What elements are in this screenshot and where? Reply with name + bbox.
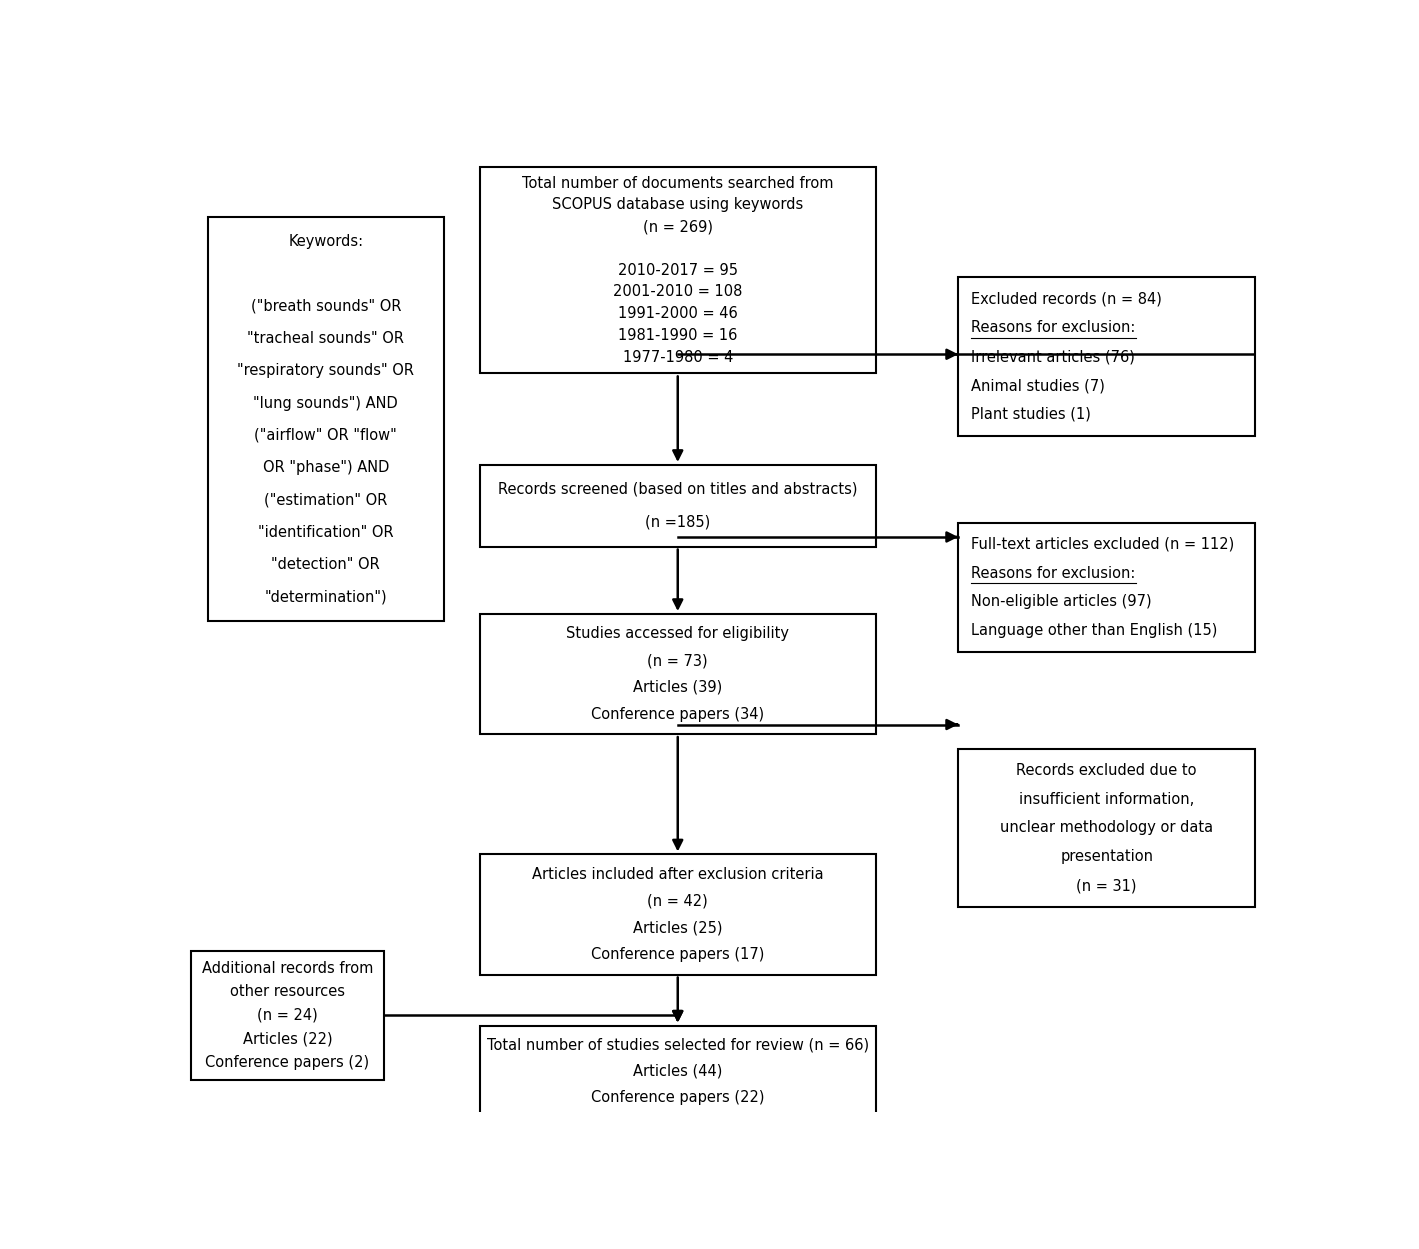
Text: Articles included after exclusion criteria: Articles included after exclusion criter… (532, 867, 823, 882)
Text: presentation: presentation (1060, 849, 1154, 864)
Text: 1977-1980 = 4: 1977-1980 = 4 (623, 350, 734, 365)
Text: Non-eligible articles (97): Non-eligible articles (97) (972, 595, 1152, 610)
Text: Animal studies (7): Animal studies (7) (972, 378, 1105, 393)
Text: Reasons for exclusion:: Reasons for exclusion: (972, 320, 1135, 335)
Text: Articles (44): Articles (44) (633, 1064, 722, 1079)
Text: "lung sounds") AND: "lung sounds") AND (254, 396, 399, 411)
Text: (n = 73): (n = 73) (647, 653, 708, 668)
Text: Plant studies (1): Plant studies (1) (972, 407, 1091, 422)
Bar (192, 950, 383, 1080)
Bar (480, 166, 876, 373)
Bar (480, 854, 876, 974)
Text: 2010-2017 = 95: 2010-2017 = 95 (617, 262, 738, 277)
Text: 1991-2000 = 46: 1991-2000 = 46 (617, 306, 738, 321)
Text: ("estimation" OR: ("estimation" OR (264, 492, 387, 507)
Text: Articles (39): Articles (39) (633, 679, 722, 694)
Text: (n = 42): (n = 42) (647, 893, 708, 908)
Text: Irrelevant articles (76): Irrelevant articles (76) (972, 350, 1135, 365)
Text: other resources: other resources (230, 984, 345, 999)
Bar (480, 615, 876, 734)
Text: Language other than English (15): Language other than English (15) (972, 623, 1218, 638)
Bar (480, 465, 876, 547)
Text: Full-text articles excluded (n = 112): Full-text articles excluded (n = 112) (972, 537, 1235, 552)
Text: (n = 24): (n = 24) (257, 1008, 318, 1023)
Text: Articles (25): Articles (25) (633, 921, 722, 936)
Text: "determination"): "determination") (264, 590, 387, 605)
Text: Studies accessed for eligibility: Studies accessed for eligibility (566, 627, 789, 642)
Text: insufficient information,: insufficient information, (1019, 792, 1195, 807)
Text: Total number of studies selected for review (n = 66): Total number of studies selected for rev… (487, 1038, 868, 1053)
Text: "identification" OR: "identification" OR (258, 525, 393, 540)
Bar (207, 217, 444, 621)
Text: 1981-1990 = 16: 1981-1990 = 16 (619, 328, 738, 343)
Text: Records screened (based on titles and abstracts): Records screened (based on titles and ab… (498, 482, 857, 497)
Text: Excluded records (n = 84): Excluded records (n = 84) (972, 291, 1162, 306)
Text: OR "phase") AND: OR "phase") AND (263, 460, 389, 475)
Bar (958, 277, 1256, 436)
Text: Conference papers (34): Conference papers (34) (592, 707, 765, 722)
Text: (n =185): (n =185) (646, 515, 711, 530)
Text: ("breath sounds" OR: ("breath sounds" OR (251, 299, 402, 313)
Text: Conference papers (22): Conference papers (22) (590, 1090, 765, 1105)
Text: Additional records from: Additional records from (201, 960, 373, 975)
Text: SCOPUS database using keywords: SCOPUS database using keywords (552, 197, 803, 212)
Text: Reasons for exclusion:: Reasons for exclusion: (972, 566, 1135, 581)
Text: Conference papers (17): Conference papers (17) (592, 947, 765, 962)
Text: "respiratory sounds" OR: "respiratory sounds" OR (237, 363, 414, 378)
Text: "detection" OR: "detection" OR (271, 557, 380, 572)
Text: 2001-2010 = 108: 2001-2010 = 108 (613, 285, 742, 300)
Text: unclear methodology or data: unclear methodology or data (1000, 821, 1213, 836)
Bar (480, 1025, 876, 1117)
Text: Articles (22): Articles (22) (243, 1032, 332, 1047)
Text: (n = 269): (n = 269) (643, 219, 712, 234)
Text: Records excluded due to: Records excluded due to (1016, 763, 1196, 778)
Bar (958, 748, 1256, 907)
Text: Total number of documents searched from: Total number of documents searched from (522, 176, 833, 191)
Text: "tracheal sounds" OR: "tracheal sounds" OR (247, 331, 404, 346)
Text: Keywords:: Keywords: (288, 234, 363, 249)
Bar (958, 522, 1256, 652)
Text: Conference papers (2): Conference papers (2) (206, 1055, 369, 1070)
Text: ("airflow" OR "flow": ("airflow" OR "flow" (254, 428, 397, 443)
Text: (n = 31): (n = 31) (1077, 878, 1137, 893)
